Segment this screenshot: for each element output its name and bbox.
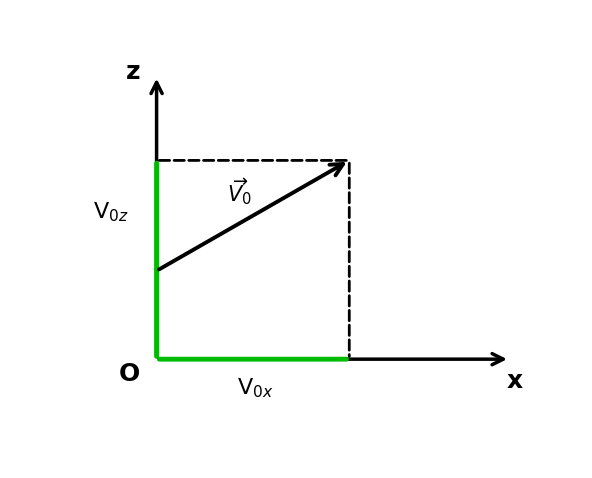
Text: O: O — [118, 362, 140, 386]
Text: x: x — [506, 369, 523, 393]
Text: $\rightarrow$: $\rightarrow$ — [229, 172, 249, 190]
Text: z: z — [126, 60, 141, 84]
Text: V$_{0x}$: V$_{0x}$ — [237, 377, 274, 401]
Text: V$_{0z}$: V$_{0z}$ — [93, 200, 128, 224]
Text: $V_0$: $V_0$ — [227, 184, 252, 207]
